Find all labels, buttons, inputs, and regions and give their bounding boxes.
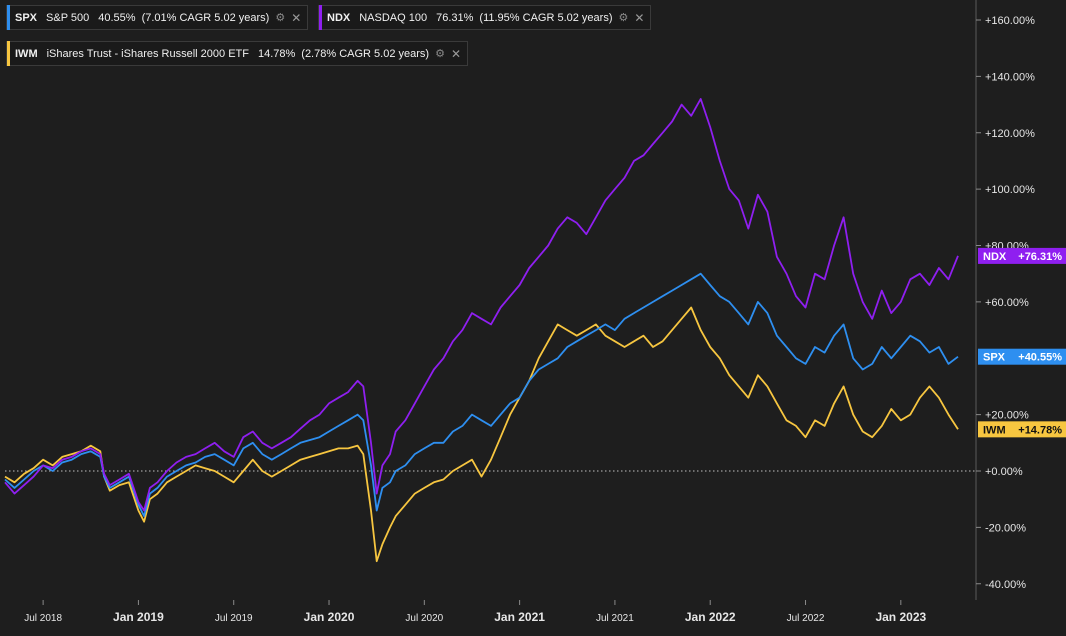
x-tick-label: Jul 2020 xyxy=(405,613,443,624)
end-label-bg xyxy=(978,247,1066,264)
end-label-value: +14.78% xyxy=(1018,424,1062,436)
legend-cagr: (2.78% CAGR 5.02 years) xyxy=(301,47,430,60)
x-axis-band xyxy=(0,600,1066,636)
y-tick-label: +120.00% xyxy=(985,128,1035,140)
x-axis: Jul 2018 Jan 2019 Jul 2019 Jan 2020 Jul 2020… xyxy=(24,600,926,624)
end-label-bg xyxy=(978,421,1066,438)
close-icon[interactable]: ✕ xyxy=(450,46,461,61)
legend-percent: 14.78% xyxy=(257,47,296,60)
legend-ticker: NDX xyxy=(327,11,351,24)
legend-name: S&P 500 xyxy=(46,11,90,24)
series-layer xyxy=(4,98,959,563)
end-labels: SPX +40.55% NDX +76.31% IWM +14.78% xyxy=(978,247,1066,438)
end-label-spx: SPX +40.55% xyxy=(978,348,1066,365)
legend-percent: 40.55% xyxy=(98,11,136,24)
legend-item-ndx[interactable]: NDX NASDAQ 100 76.31% (11.95% CAGR 5.02 … xyxy=(318,5,652,30)
y-tick-label: -20.00% xyxy=(985,522,1026,534)
y-tick-label: -40.00% xyxy=(985,579,1026,591)
legend-item-iwm[interactable]: IWM iShares Trust - iShares Russell 2000… xyxy=(6,41,468,66)
x-tick-label: Jan 2022 xyxy=(685,610,736,624)
x-tick-label: Jul 2019 xyxy=(215,613,253,624)
x-tick-label: Jan 2020 xyxy=(304,610,355,624)
x-tick-label: Jul 2018 xyxy=(24,613,62,624)
x-tick-label: Jul 2021 xyxy=(596,613,634,624)
end-label-value: +40.55% xyxy=(1018,352,1062,364)
legend-cagr: (11.95% CAGR 5.02 years) xyxy=(479,11,613,24)
legend-swatch xyxy=(7,5,10,30)
y-tick-label: +100.00% xyxy=(985,184,1035,196)
end-label-value: +76.31% xyxy=(1018,251,1062,263)
series-line-ndx xyxy=(4,98,959,512)
legend-cagr: (7.01% CAGR 5.02 years) xyxy=(141,11,270,24)
legend-name: iShares Trust - iShares Russell 2000 ETF xyxy=(46,47,249,60)
x-tick-label: Jul 2022 xyxy=(787,613,825,624)
series-line-iwm xyxy=(4,306,959,563)
settings-icon[interactable]: ⚙ xyxy=(435,48,445,60)
end-label-ndx: NDX +76.31% xyxy=(978,247,1066,264)
end-label-bg xyxy=(978,348,1066,365)
legend-name: NASDAQ 100 xyxy=(359,11,428,24)
close-icon[interactable]: ✕ xyxy=(291,10,302,25)
legend-percent: 76.31% xyxy=(436,11,474,24)
settings-icon[interactable]: ⚙ xyxy=(275,12,286,24)
legend-swatch xyxy=(7,41,10,66)
x-tick-label: Jan 2021 xyxy=(494,610,545,624)
legend-item-spx[interactable]: SPX S&P 500 40.55% (7.01% CAGR 5.02 year… xyxy=(6,5,309,30)
y-tick-label: +160.00% xyxy=(985,15,1035,27)
close-icon[interactable]: ✕ xyxy=(634,10,645,25)
y-tick-label: +0.00% xyxy=(985,466,1023,478)
y-tick-label: +20.00% xyxy=(985,410,1029,422)
end-label-ticker: IWM xyxy=(983,424,1006,436)
end-label-iwm: IWM +14.78% xyxy=(978,421,1066,438)
legend-ticker: SPX xyxy=(15,11,38,24)
x-tick-label: Jan 2019 xyxy=(113,610,164,624)
x-tick-label: Jan 2023 xyxy=(875,610,926,624)
y-tick-label: +60.00% xyxy=(985,297,1029,309)
series-line-spx xyxy=(4,272,959,517)
settings-icon[interactable]: ⚙ xyxy=(618,12,629,24)
legend-ticker: IWM xyxy=(15,47,38,60)
y-tick-label: +140.00% xyxy=(985,71,1035,83)
legend-swatch xyxy=(319,5,322,30)
end-label-ticker: NDX xyxy=(983,251,1007,263)
end-label-ticker: SPX xyxy=(983,352,1006,364)
